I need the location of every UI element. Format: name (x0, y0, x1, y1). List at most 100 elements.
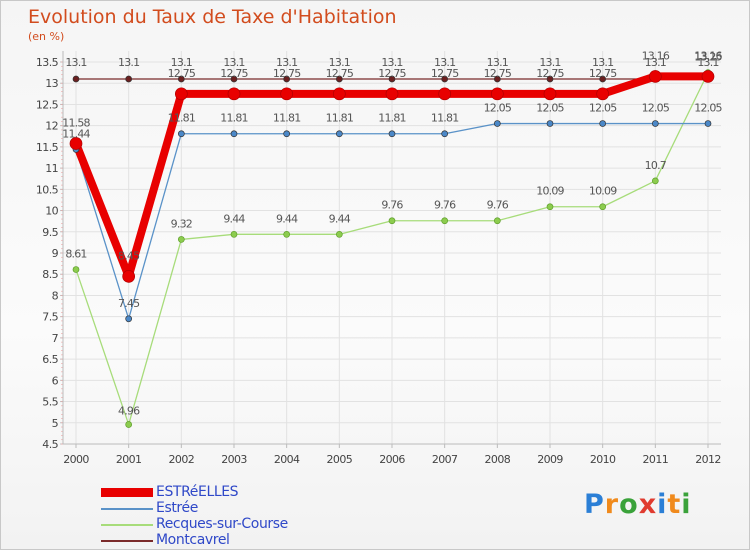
data-point (72, 75, 80, 83)
data-point (438, 87, 452, 101)
y-tick-label: 8.5 (42, 268, 58, 281)
data-point (599, 203, 607, 211)
data-point (72, 266, 80, 273)
data-point (596, 87, 610, 101)
data-label: 11.81 (431, 112, 459, 125)
y-tick-label: 11 (45, 162, 58, 175)
data-point (493, 120, 501, 127)
data-point (335, 130, 343, 138)
data-label: 12.05 (642, 102, 670, 115)
data-label: 9.76 (381, 199, 403, 212)
y-tick-label: 5 (52, 417, 59, 430)
data-label: 11.58 (62, 116, 90, 129)
x-tick-label: 2001 (116, 453, 142, 466)
data-point (651, 177, 659, 185)
data-point (177, 130, 185, 138)
data-label: 8.45 (118, 249, 140, 262)
data-label: 13.1 (697, 56, 718, 69)
legend-swatch-recques (101, 524, 153, 526)
data-point (441, 75, 449, 83)
logo-letter: i (681, 489, 692, 520)
data-point (490, 87, 504, 101)
data-label: 9.76 (434, 199, 456, 212)
data-label: 9.32 (171, 217, 192, 230)
data-point (648, 70, 662, 83)
x-tick-label: 2003 (221, 453, 247, 466)
logo-letter: o (619, 489, 639, 520)
logo-letter: r (604, 489, 620, 520)
data-label: 13.1 (329, 56, 350, 69)
data-label: 13.16 (642, 49, 670, 62)
y-tick-label: 13 (45, 77, 58, 90)
data-point (543, 87, 557, 101)
x-tick-label: 2002 (169, 453, 195, 466)
data-label: 12.75 (168, 67, 196, 80)
y-tick-label: 13.5 (36, 56, 59, 69)
data-label: 11.81 (220, 112, 248, 125)
legend-swatch-estree (101, 508, 153, 510)
data-label: 12.75 (326, 67, 354, 80)
unit-label: (en %) (28, 30, 65, 43)
data-label: 13.1 (434, 56, 455, 69)
proxiti-logo: Proxiti (584, 489, 692, 520)
data-point (704, 120, 712, 127)
data-point (230, 75, 238, 83)
data-label: 13.1 (118, 56, 139, 69)
data-point (546, 120, 554, 127)
y-tick-label: 6.5 (42, 353, 58, 366)
data-point (174, 87, 188, 101)
data-point (546, 203, 554, 211)
data-label: 9.44 (223, 212, 245, 225)
data-label: 13.1 (645, 56, 666, 69)
logo-letter: P (584, 489, 605, 520)
data-point (441, 130, 449, 138)
x-tick-label: 2008 (485, 453, 511, 466)
logo-letter: i (657, 489, 668, 520)
data-label: 13.1 (381, 56, 402, 69)
y-tick-label: 11.5 (36, 141, 59, 154)
y-tick-label: 12.5 (36, 98, 59, 111)
data-label: 12.05 (536, 102, 564, 115)
data-point (651, 120, 659, 127)
data-label: 13.1 (65, 56, 86, 69)
legend-label-montcavrel: Montcavrel (156, 532, 230, 548)
data-label: 9.44 (276, 212, 298, 225)
data-label: 13.16 (694, 49, 722, 62)
data-point (177, 236, 185, 243)
y-tick-label: 9 (52, 247, 59, 260)
data-point (335, 75, 343, 83)
data-point (283, 75, 291, 83)
data-label: 13.1 (276, 56, 297, 69)
data-label: 12.75 (220, 67, 248, 80)
data-point (335, 230, 343, 238)
data-label: 12.75 (536, 67, 564, 80)
data-point (388, 75, 396, 83)
x-tick-label: 2012 (695, 453, 721, 466)
data-label: 12.75 (273, 67, 301, 80)
x-tick-label: 2004 (274, 453, 300, 466)
data-point (546, 75, 554, 83)
y-tick-label: 7 (52, 332, 59, 345)
data-point (280, 87, 294, 101)
data-point (125, 421, 133, 428)
data-point (125, 315, 133, 323)
legend-swatch-estreelles (101, 488, 153, 497)
data-point (701, 70, 715, 83)
data-label: 10.7 (645, 159, 667, 172)
data-point (283, 130, 291, 138)
data-label: 12.75 (484, 67, 512, 80)
y-tick-label: 6 (52, 374, 59, 387)
data-label: 9.76 (487, 199, 509, 212)
data-point (332, 87, 346, 101)
x-tick-label: 2010 (590, 453, 616, 466)
data-label: 13.25 (694, 51, 722, 64)
data-label: 13.1 (171, 56, 192, 69)
x-tick-label: 2006 (379, 453, 405, 466)
data-point (230, 130, 238, 138)
data-point (230, 230, 238, 238)
data-point (388, 130, 396, 138)
data-label: 11.44 (62, 127, 90, 140)
data-point (385, 87, 399, 101)
data-label: 8.61 (65, 248, 86, 261)
